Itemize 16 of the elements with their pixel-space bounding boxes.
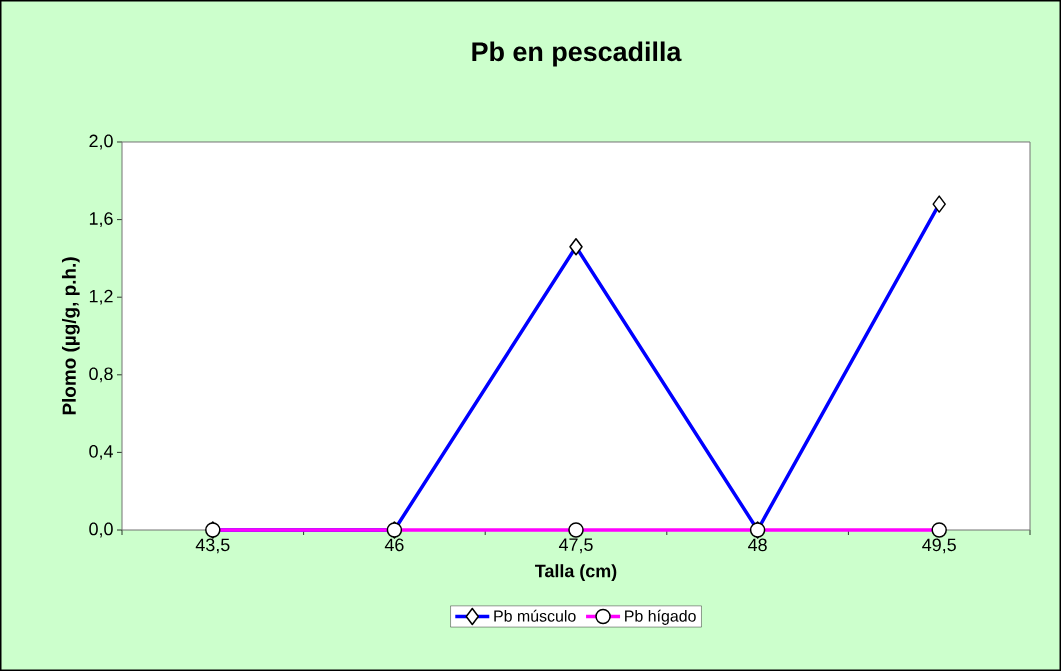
legend-label: Pb músculo [494, 609, 576, 622]
legend-label: Pb hígado [625, 609, 696, 625]
y-tick-label: 0,0 [89, 522, 113, 538]
y-tick-label: 1,6 [89, 212, 113, 228]
chart-title: Pb en pescadilla [472, 41, 682, 67]
y-tick-label: 0,4 [89, 444, 113, 460]
x-tick-label: 43,5 [195, 538, 230, 554]
x-axis-title: Talla (cm) [535, 564, 617, 581]
y-tick-label: 0,8 [89, 367, 113, 383]
x-tick-label: 47,5 [558, 538, 593, 554]
y-tick-label: 2,0 [89, 134, 113, 150]
y-axis-title: Plomo (µg/g, p.h.) [61, 257, 80, 415]
y-tick-label: 1,2 [89, 289, 113, 305]
x-tick-label: 49,5 [922, 538, 956, 554]
x-tick-label: 46 [384, 538, 404, 552]
x-tick-label: 48 [748, 538, 767, 552]
